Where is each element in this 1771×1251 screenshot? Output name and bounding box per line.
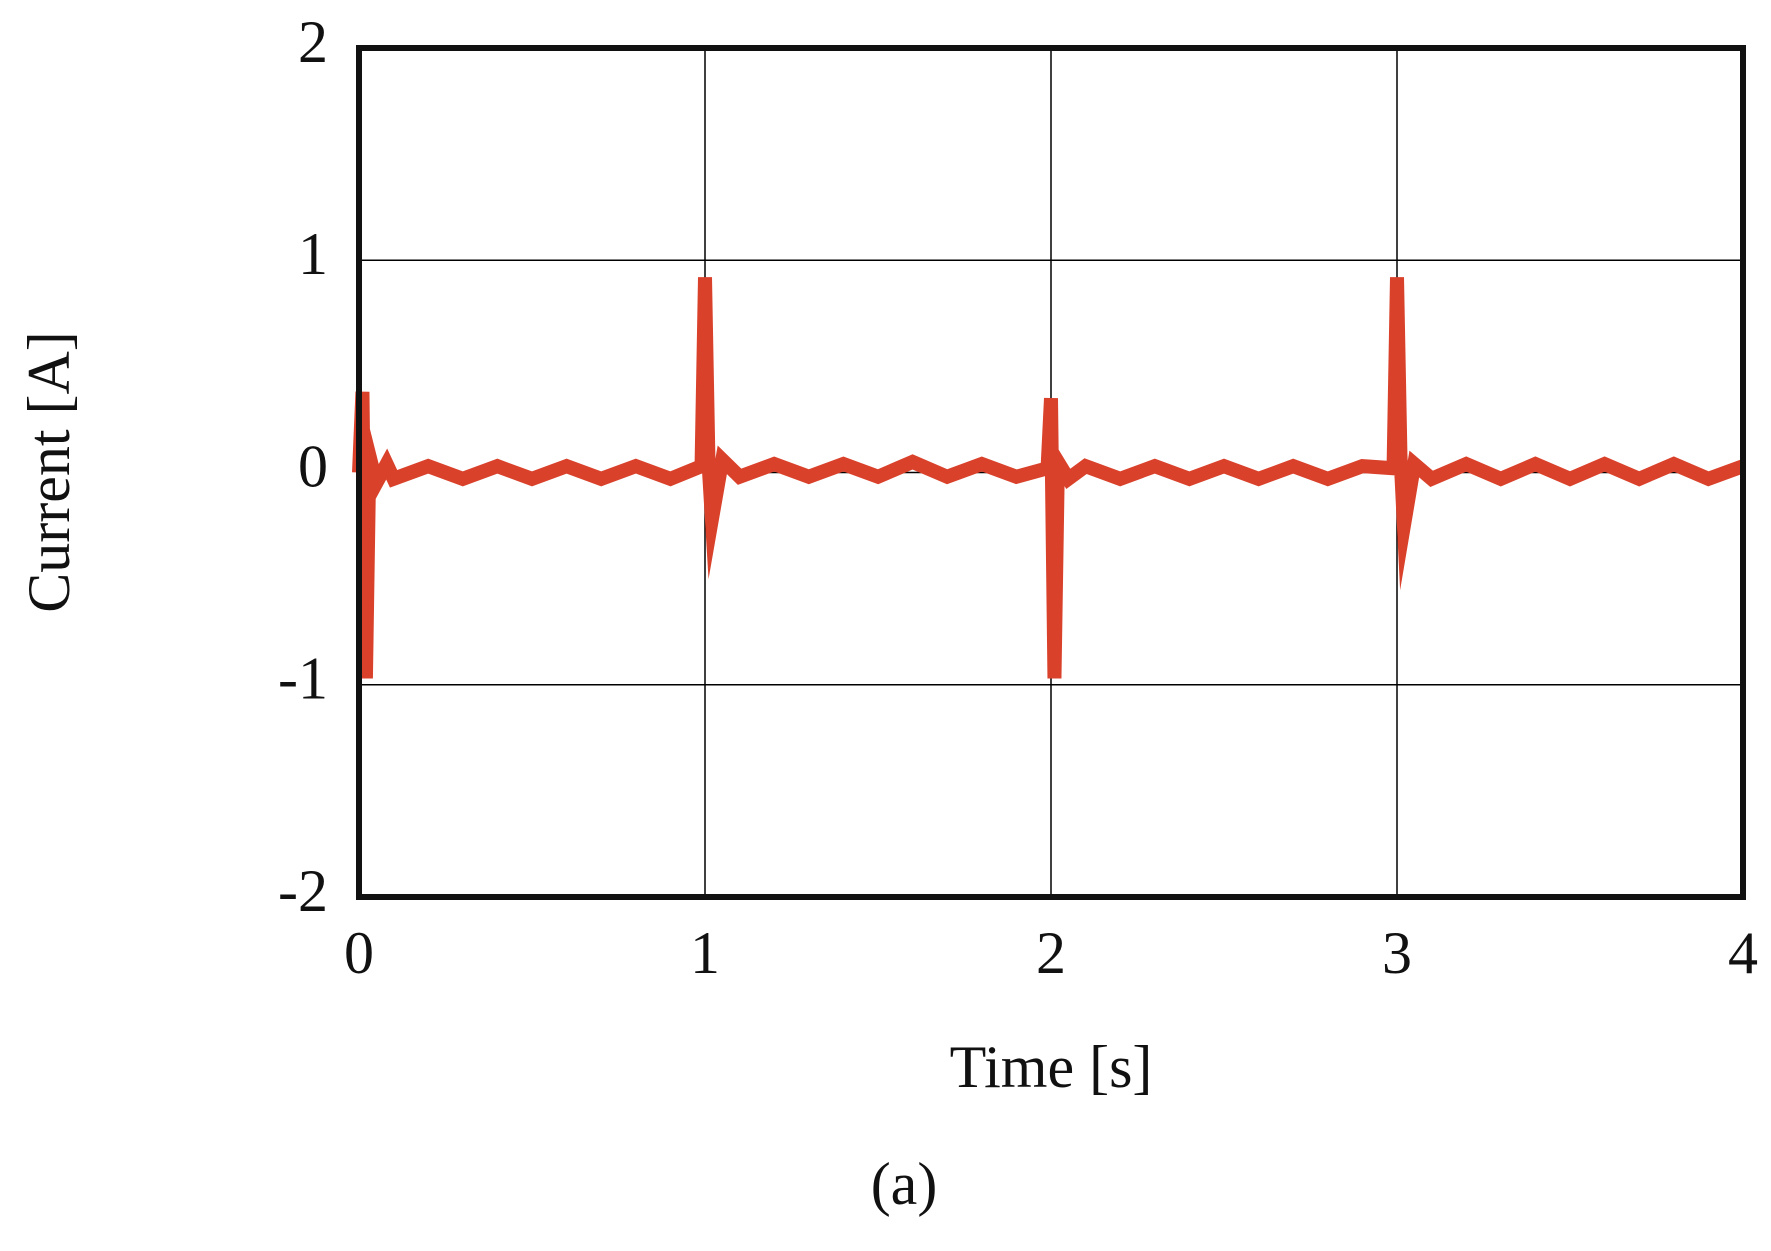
y-axis-label: Current [A]	[16, 331, 82, 613]
plot-frame	[356, 45, 1746, 900]
x-tick-label: 0	[344, 920, 374, 986]
x-tick-label: 1	[690, 920, 720, 986]
y-tick-label: -2	[278, 858, 328, 924]
y-tick-label: -1	[278, 646, 328, 712]
y-tick-label: 0	[298, 433, 328, 499]
x-tick-label: 3	[1382, 920, 1412, 986]
current-trace	[352, 277, 1746, 679]
x-tick-label: 4	[1728, 920, 1758, 986]
x-axis-label: Time [s]	[950, 1034, 1153, 1100]
y-tick-label: 2	[298, 9, 328, 75]
x-tick-label: 2	[1036, 920, 1066, 986]
y-tick-label: 1	[298, 221, 328, 287]
caption: (a)	[871, 1151, 938, 1217]
